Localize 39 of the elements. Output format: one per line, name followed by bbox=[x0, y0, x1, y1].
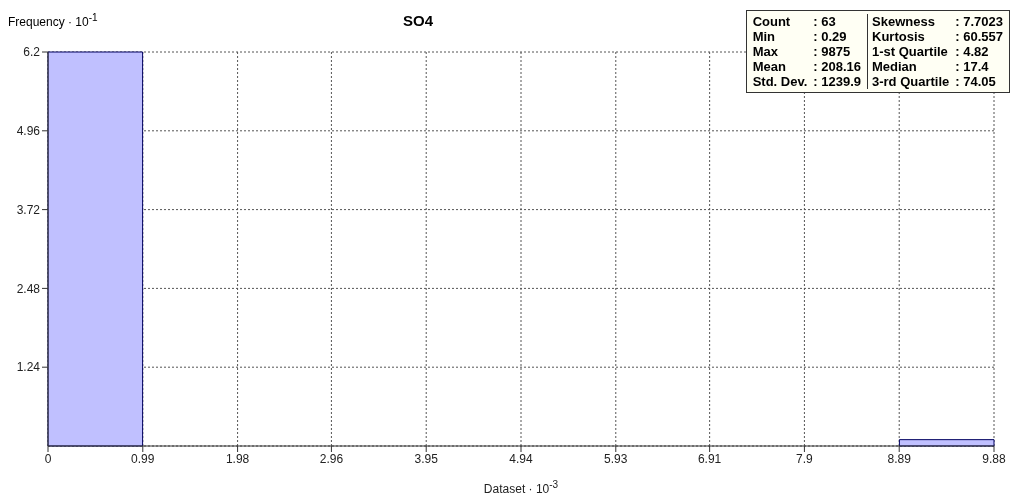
text: : 60.557 bbox=[955, 29, 1003, 44]
y-tick-label: 3.72 bbox=[16, 202, 41, 217]
text: Min bbox=[752, 29, 776, 44]
x-tick-label: 5.93 bbox=[604, 451, 628, 466]
annotation: 3-rd Quartile bbox=[867, 74, 950, 89]
annotation: 1-st Quartile bbox=[867, 44, 950, 59]
annotation: : 1239.9 bbox=[813, 74, 861, 89]
x-tick-label: 1.98 bbox=[225, 451, 250, 466]
x-tick-label: 0.99 bbox=[131, 451, 155, 466]
annotation: : 9875 bbox=[813, 44, 852, 59]
text: Skewness bbox=[867, 14, 950, 29]
annotation: Median bbox=[867, 59, 950, 74]
y-tick-label: 4.96 bbox=[16, 124, 41, 139]
x-axis-title: Dataset · 10$^{-3}$ bbox=[482, 479, 560, 496]
x-tick-label: 0 bbox=[44, 451, 52, 466]
y-tick-label: 6.2 bbox=[23, 45, 41, 60]
text: : 7.7023 bbox=[955, 14, 1003, 29]
text: : 63 bbox=[813, 14, 837, 29]
text: Kurtosis bbox=[867, 29, 950, 44]
annotation: Mean bbox=[752, 59, 787, 74]
x-tick-label: 3.95 bbox=[414, 451, 439, 466]
x-tick-label: 4.94 bbox=[509, 451, 533, 466]
annotation: : 74.05 bbox=[955, 74, 997, 89]
annotation: Std. Dev. bbox=[752, 74, 808, 89]
annotation: : 17.4 bbox=[955, 59, 990, 74]
annotation: : 208.16 bbox=[813, 59, 861, 74]
x-tick-label: 9.88 bbox=[982, 451, 1006, 466]
x-tick-label: 8.89 bbox=[887, 451, 912, 466]
x-tick-label: 7.9 bbox=[796, 451, 814, 466]
x-tick-label: 6.91 bbox=[697, 451, 722, 466]
x-tick-label: 2.96 bbox=[319, 451, 344, 466]
y-tick-label: 1.24 bbox=[16, 360, 41, 375]
chart-title: SO4 bbox=[402, 12, 434, 29]
text: Count bbox=[752, 14, 792, 29]
y-axis-title: Frequency · 10$^{-1}$ bbox=[8, 12, 98, 29]
annotation: Max bbox=[752, 44, 779, 59]
annotation: : 4.82 bbox=[955, 44, 990, 59]
y-tick-label: 2.48 bbox=[16, 281, 41, 296]
text: : 0.29 bbox=[813, 29, 848, 44]
